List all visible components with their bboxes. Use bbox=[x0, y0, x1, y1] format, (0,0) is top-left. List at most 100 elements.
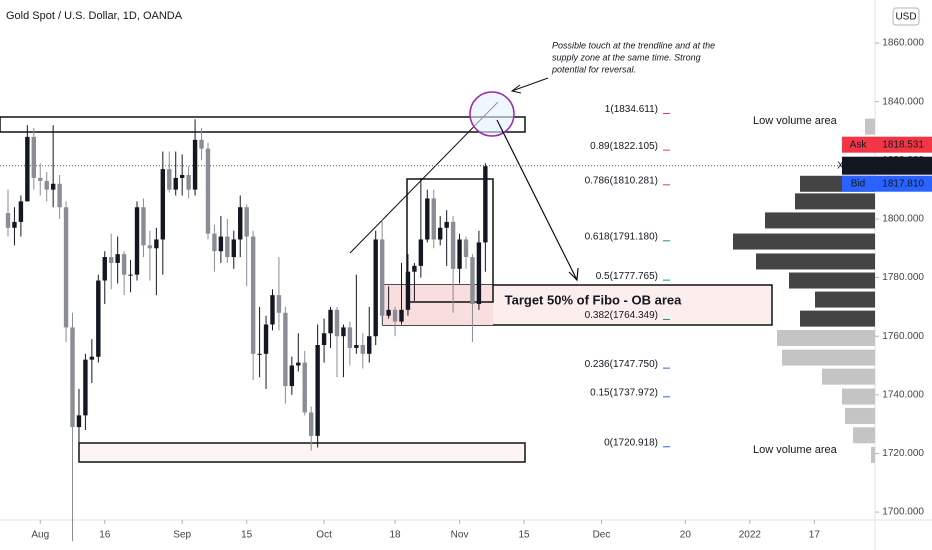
candle-body bbox=[321, 333, 327, 346]
volume-bar bbox=[782, 349, 875, 366]
y-tick-label: 1720.000 bbox=[882, 448, 924, 459]
x-tick-label: 15 bbox=[241, 530, 253, 541]
reversal-arrow bbox=[496, 119, 578, 281]
candle-body bbox=[102, 257, 107, 281]
candle-body bbox=[31, 136, 37, 178]
arrow-head bbox=[510, 84, 522, 94]
y-tick-label: 1780.000 bbox=[882, 272, 924, 283]
trendline bbox=[349, 101, 499, 254]
candle-body bbox=[444, 221, 449, 228]
badge-name: Bid bbox=[851, 178, 865, 189]
candle-body bbox=[218, 236, 224, 252]
volume-bar bbox=[845, 407, 875, 424]
x-tick-label: Sep bbox=[173, 530, 191, 541]
x-tick-label: 17 bbox=[809, 530, 821, 541]
x-tick-label: 16 bbox=[99, 530, 111, 541]
fib-label: 0.236(1747.750) bbox=[585, 359, 658, 370]
candle-body bbox=[399, 309, 404, 322]
candle-body bbox=[134, 207, 140, 275]
fib-label: 0.786(1810.281) bbox=[585, 175, 658, 186]
candle-body bbox=[83, 359, 88, 416]
candle-body bbox=[367, 336, 372, 354]
candle-body bbox=[347, 327, 353, 348]
x-tick-label: Nov bbox=[451, 530, 469, 541]
demand-zone bbox=[78, 442, 526, 463]
badge-name: XAUUSD bbox=[837, 160, 879, 171]
candle-body bbox=[457, 239, 462, 269]
candle-body bbox=[250, 236, 256, 354]
fib-label: 0.382(1764.349) bbox=[585, 310, 658, 321]
candle-body bbox=[373, 239, 378, 337]
volume-bar bbox=[865, 118, 875, 135]
candle-body bbox=[199, 139, 204, 149]
volume-bar bbox=[777, 329, 875, 346]
volume-bar bbox=[800, 310, 875, 327]
target-label: Target 50% of Fibo - OB area bbox=[505, 292, 683, 307]
candle-body bbox=[431, 198, 436, 240]
volume-bar bbox=[822, 368, 875, 385]
candle-body bbox=[50, 183, 56, 190]
x-tick-label: Aug bbox=[31, 530, 49, 541]
candle-body bbox=[212, 233, 217, 252]
candle-body bbox=[302, 362, 307, 413]
candle-body bbox=[450, 221, 456, 269]
candle-body bbox=[38, 177, 43, 181]
volume-bar bbox=[733, 233, 875, 250]
candle-body bbox=[360, 345, 365, 354]
volume-bar bbox=[795, 193, 875, 210]
candle-body bbox=[115, 254, 120, 263]
candle-body bbox=[238, 207, 243, 240]
fib-label: 0.15(1737.972) bbox=[590, 387, 658, 398]
volume-bar bbox=[765, 212, 875, 229]
chart-title: Gold Spot / U.S. Dollar, 1D, OANDA bbox=[6, 10, 183, 22]
candle-body bbox=[328, 309, 333, 334]
candle-body bbox=[205, 148, 211, 234]
badge-value: 1818.531 bbox=[882, 139, 924, 150]
drawings bbox=[0, 77, 773, 463]
volume-bar bbox=[789, 272, 875, 289]
candle-body bbox=[418, 239, 424, 266]
candle-body bbox=[76, 415, 82, 428]
candle-body bbox=[192, 139, 198, 190]
candle-body bbox=[354, 345, 359, 348]
volume-bar bbox=[853, 427, 875, 444]
candle-body bbox=[141, 207, 146, 246]
x-tick-label: 15 bbox=[519, 530, 531, 541]
candle-body bbox=[476, 242, 482, 304]
candle-body bbox=[186, 174, 191, 190]
badge-value: 1818.170 bbox=[882, 160, 924, 171]
arrow-head bbox=[568, 267, 579, 282]
fib-label: 0.618(1791.180) bbox=[585, 231, 658, 242]
candle-body bbox=[257, 353, 262, 355]
price-badge bbox=[875, 136, 932, 153]
y-tick-label: 1740.000 bbox=[882, 389, 924, 400]
y-tick-label: 1760.000 bbox=[882, 331, 924, 342]
note-line: potential for reversal. bbox=[551, 64, 636, 74]
currency-box bbox=[892, 7, 920, 26]
candle-body bbox=[244, 207, 249, 237]
candle-body bbox=[412, 265, 417, 272]
x-tick-label: Oct bbox=[316, 530, 332, 541]
y-tick-label: 1840.000 bbox=[882, 96, 924, 107]
price-badge bbox=[875, 156, 932, 175]
low-volume-label: Low volume area bbox=[753, 115, 838, 127]
candle-body bbox=[154, 239, 159, 249]
candle-body bbox=[128, 274, 133, 276]
volume-bar bbox=[871, 446, 875, 463]
y-tick-label: 1800.000 bbox=[882, 214, 924, 225]
candle-body bbox=[18, 201, 24, 222]
candle-body bbox=[276, 295, 282, 313]
candle-body bbox=[386, 309, 391, 316]
x-tick-label: 20 bbox=[680, 530, 692, 541]
candle-body bbox=[405, 271, 411, 310]
supply-zone bbox=[0, 116, 526, 133]
candle-body bbox=[438, 227, 443, 240]
candle-body bbox=[379, 239, 385, 316]
candle-body bbox=[147, 245, 153, 249]
price-badge bbox=[875, 175, 932, 192]
y-tick-label: 1860.000 bbox=[882, 38, 924, 49]
fib-label: 0(1720.918) bbox=[604, 437, 658, 448]
candle-body bbox=[463, 239, 469, 258]
y-tick-label: 1700.000 bbox=[882, 507, 924, 518]
